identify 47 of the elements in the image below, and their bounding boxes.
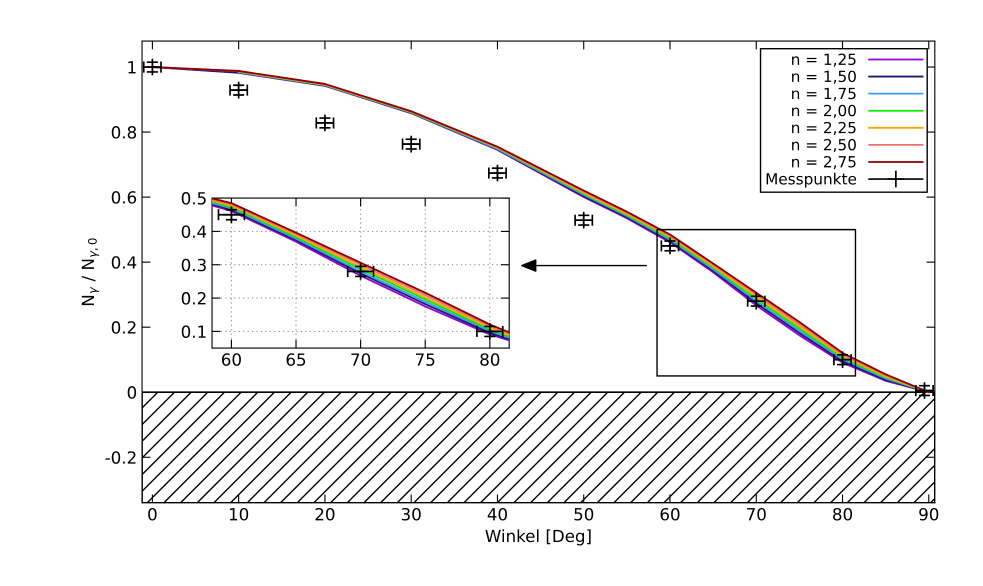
x-tick-label: 70 <box>351 353 370 366</box>
y-tick-label: 0.5 <box>182 192 206 205</box>
x-axis-title: Winkel [Deg] <box>485 529 591 546</box>
point <box>351 262 370 281</box>
point <box>480 322 499 341</box>
legend-label: n = 1,50 <box>792 70 856 84</box>
point <box>574 211 593 230</box>
point <box>316 114 334 132</box>
y-tick-label: 1 <box>128 61 136 74</box>
x-tick-label: 40 <box>488 508 507 521</box>
x-tick-label: 75 <box>416 353 434 366</box>
x-tick-label: 20 <box>316 508 334 521</box>
y-tick-label: 0.2 <box>182 292 206 305</box>
x-tick-label: 80 <box>480 353 500 366</box>
point <box>915 381 934 400</box>
x-tick-label: 30 <box>402 508 421 521</box>
y-tick-label: 0 <box>128 386 136 399</box>
x-tick-label: 70 <box>747 508 766 521</box>
x-tick-label: 60 <box>660 508 680 521</box>
legend-label: n = 2,50 <box>792 138 856 152</box>
x-tick-label: 80 <box>833 508 852 521</box>
legend-label: n = 1,75 <box>792 88 856 101</box>
y-tick-label: 0.2 <box>112 321 136 334</box>
legend-label: n = 2,00 <box>792 104 856 118</box>
y-tick-label: 0.3 <box>182 258 206 272</box>
legend-label: n = 2,75 <box>792 156 856 170</box>
y-tick-label: 0.4 <box>182 225 206 238</box>
x-tick-label: 60 <box>222 353 241 366</box>
legend-label: n = 2,25 <box>792 122 856 135</box>
x-tick-label: 10 <box>230 508 248 521</box>
legend-label: n = 1,25 <box>792 54 856 67</box>
y-tick-label: 0.8 <box>112 126 136 139</box>
y-tick-label: -0.2 <box>105 451 136 464</box>
point <box>143 58 162 76</box>
point <box>660 236 680 256</box>
point <box>402 134 420 154</box>
x-tick-label: 90 <box>919 508 938 521</box>
y-tick-label: 0.1 <box>182 325 206 338</box>
y-tick-label: 0.6 <box>112 191 136 204</box>
y-tick-label: 0.4 <box>112 256 136 269</box>
x-tick-label: 50 <box>574 508 594 521</box>
legend-label: Messpunkte <box>766 172 856 188</box>
point <box>229 80 248 100</box>
y-axis-title: N$_{γ}$ / N$_{γ,0}$ <box>82 238 100 306</box>
x-tick-label: 65 <box>286 353 306 366</box>
x-tick-label: 0 <box>148 508 157 521</box>
point <box>488 164 507 182</box>
